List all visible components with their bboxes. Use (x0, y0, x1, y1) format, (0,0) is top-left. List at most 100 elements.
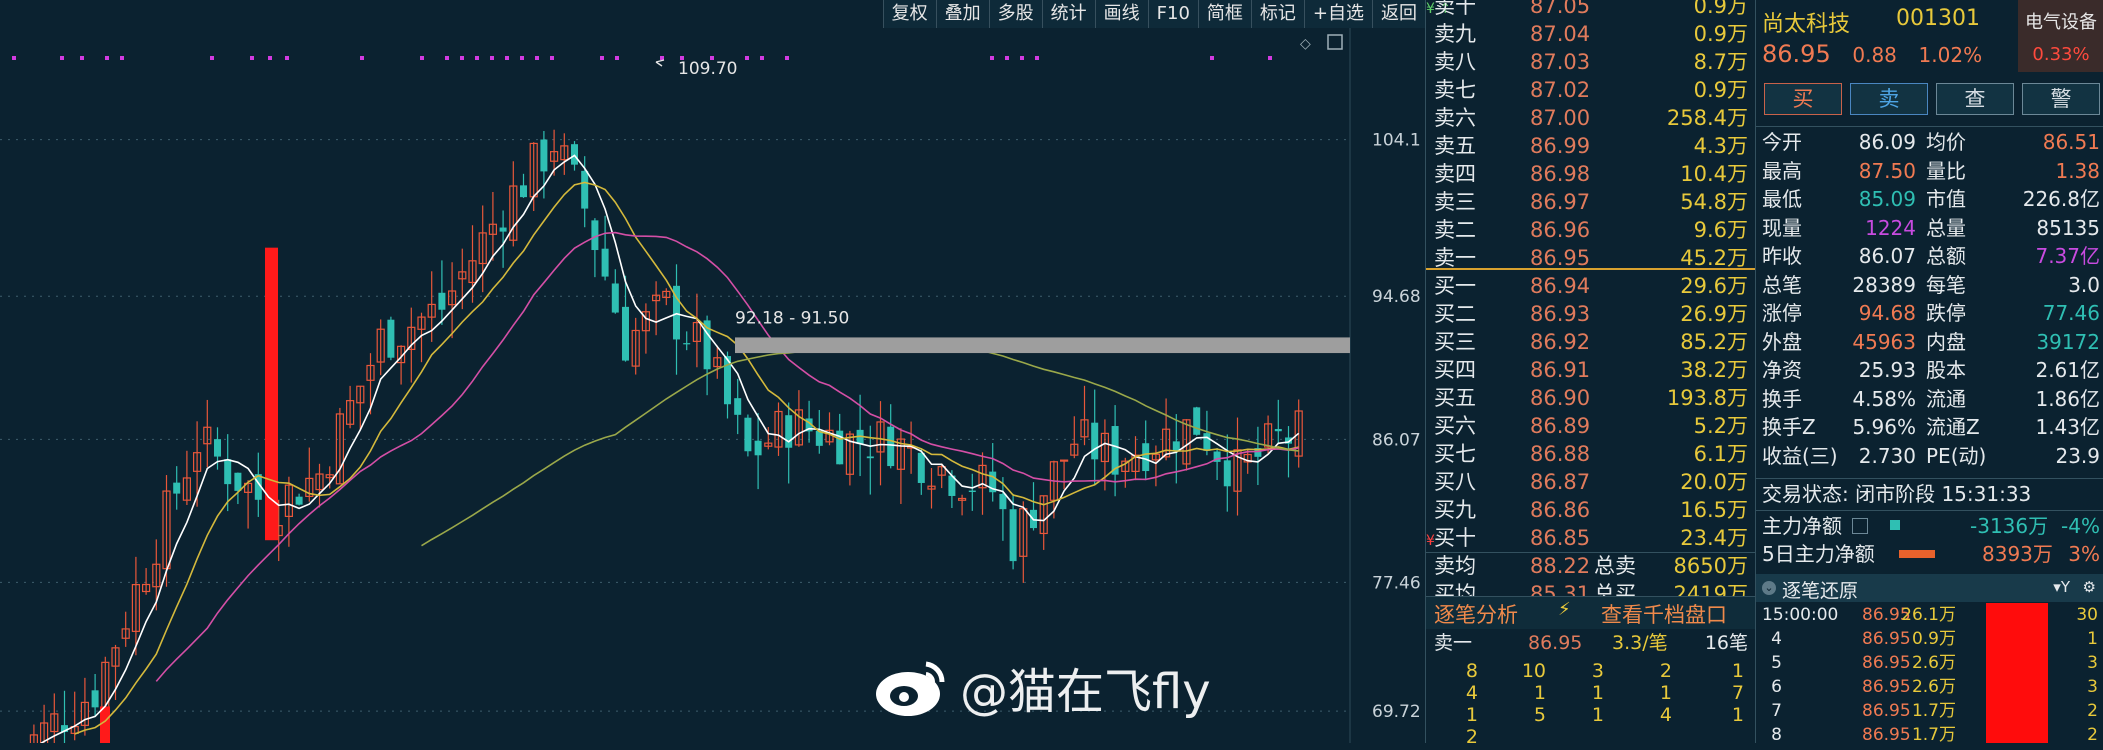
toolbar-back-button[interactable]: 返回 (1372, 0, 1425, 28)
bid-volume: 16.5万 (1680, 498, 1748, 522)
toolbar-add-watchlist-button[interactable]: +自选 (1303, 0, 1372, 28)
sell-button[interactable]: 卖 (1850, 83, 1928, 115)
candle-body (662, 290, 671, 299)
collapse-icon[interactable]: ⌄ (1762, 581, 1776, 595)
stat-label: 最高 (1762, 158, 1802, 183)
candle-body (540, 139, 548, 172)
restore-volume: 2.6万 (1911, 653, 1956, 673)
tick-queue-cell: 1 (1591, 704, 1604, 726)
stat-label: 总额 (1926, 244, 1966, 268)
candle-body (560, 145, 569, 161)
restore-count: 3 (2087, 677, 2098, 697)
candle-body (1100, 432, 1110, 463)
candle-body (754, 440, 762, 456)
tick-queue-row: 2 (1426, 724, 1756, 750)
candle-body (957, 497, 967, 501)
main-flow-value: -3136万 (1970, 514, 2049, 538)
ask-volume: 0.9万 (1693, 78, 1748, 102)
stat-row: 今开 86.09 均价 86.51 (1756, 128, 2103, 156)
signal-dot (475, 56, 479, 60)
stat-value: 94.68 (1858, 301, 1916, 325)
ask-volume: 0.9万 (1693, 22, 1748, 46)
stat-row: 最低 85.09 市值 226.8亿 (1756, 185, 2103, 213)
bid-row: 买五 86.90 193.8万 (1426, 384, 1756, 412)
query-button[interactable]: 查 (1936, 83, 2014, 115)
kline-chart[interactable]: 104.1 94.68 86.07 77.46 69.72 ◇ 92.18 - 91.50 1… (0, 0, 1425, 743)
toolbar-stats-button[interactable]: 统计 (1041, 0, 1095, 28)
info-icon[interactable] (1852, 518, 1868, 534)
candle-body (1161, 428, 1171, 458)
tick-price: 86.95 (1528, 632, 1583, 654)
toolbar-simple-frame-button[interactable]: 简框 (1197, 0, 1251, 28)
signal-dot (1210, 56, 1214, 60)
toolbar-f10-button[interactable]: F10 (1147, 0, 1198, 28)
toolbar-mark-button[interactable]: 标记 (1250, 0, 1304, 28)
candle-body (703, 320, 711, 370)
candle-body (937, 466, 946, 476)
kline-chart-panel[interactable]: 104.1 94.68 86.07 77.46 69.72 ◇ 92.18 - 91.50 1… (0, 0, 1425, 743)
candle-body (581, 170, 589, 209)
stat-row: 换手Z 5.96% 流通Z 1.43亿 (1756, 413, 2103, 441)
candle-body (305, 477, 314, 497)
candle-body (1142, 443, 1150, 472)
watermark-text: @猫在飞fly (960, 664, 1211, 720)
toolbar-draw-button[interactable]: 画线 (1094, 0, 1148, 28)
candle-body (1223, 460, 1231, 487)
candle-body (794, 409, 804, 446)
alert-button[interactable]: 警 (2022, 83, 2100, 115)
diamond-icon: ◇ (1300, 36, 1311, 52)
candle-body (121, 628, 130, 639)
total-label: 总卖 (1594, 554, 1636, 578)
candle-body (458, 271, 467, 280)
bid-volume: 38.2万 (1680, 358, 1748, 382)
filter-icon[interactable]: ▾Y (2053, 578, 2070, 596)
restore-time: 6 (1771, 677, 1782, 697)
stat-row: 外盘 45963 内盘 39172 (1756, 328, 2103, 356)
toolbar-restore-button[interactable]: 复权 (882, 0, 936, 28)
candle-body (713, 357, 722, 368)
stat-row: 现量 1224 总量 85135 (1756, 214, 2103, 242)
candle-body (999, 493, 1007, 510)
ask-price: 86.99 (1530, 134, 1591, 158)
restore-price: 86.95 (1862, 653, 1911, 673)
toolbar-multi-stock-button[interactable]: 多股 (988, 0, 1042, 28)
y-tick-label: 69.72 (1372, 702, 1421, 722)
bid-label: 买四 (1434, 358, 1476, 382)
stat-row: 涨停 94.68 跌停 77.46 (1756, 299, 2103, 327)
candle-body (978, 464, 987, 489)
buy-button[interactable]: 买 (1764, 83, 1842, 115)
main-flow-pct: -4% (2061, 514, 2100, 538)
bid-label: 买八 (1434, 470, 1476, 494)
tick-analysis-tab[interactable]: 逐笔分析 (1434, 603, 1518, 627)
tick-queue-cell: 1 (1731, 704, 1744, 726)
candle-body (1274, 428, 1282, 432)
stat-value: 87.50 (1858, 158, 1916, 183)
restore-price: 86.95 (1862, 701, 1911, 721)
bid-label: 买一 (1434, 274, 1476, 298)
toolbar-overlay-button[interactable]: 叠加 (935, 0, 989, 28)
y-tick-label: 104.1 (1372, 131, 1421, 151)
industry-badge[interactable]: 电气设备 0.33% (2018, 0, 2103, 72)
candle-body (91, 690, 99, 708)
candle-body (1080, 419, 1089, 438)
restore-volume: 0.9万 (1911, 629, 1956, 649)
restore-volume: 2.6万 (1911, 677, 1956, 697)
ask-row: 卖八 87.03 8.7万 (1426, 48, 1756, 76)
signal-dot (1005, 56, 1009, 60)
signal-dot (1020, 56, 1024, 60)
candle-body (427, 303, 436, 318)
bid-label: 买五 (1434, 386, 1476, 410)
candle-body (948, 475, 956, 496)
bid-row: 买三 86.92 85.2万 (1426, 328, 1756, 356)
depth-1000-link[interactable]: 查看千档盘口 (1601, 603, 1727, 627)
stat-label: 收益(三) (1762, 443, 1838, 468)
bid-row: 买八 86.87 20.0万 (1426, 468, 1756, 496)
tick-queue-row: 1 5 1 4 1 (1426, 702, 1756, 728)
ask-price: 87.03 (1530, 50, 1591, 74)
stat-label: 换手Z (1762, 415, 1816, 439)
ask-label: 卖十 (1434, 0, 1476, 18)
tick-restore-header[interactable]: ⌄ 逐笔还原 ▾Y ⚙ (1756, 574, 2103, 602)
candle-body (1294, 410, 1303, 457)
candle-body (968, 490, 976, 493)
settings-icon[interactable]: ⚙ (2082, 578, 2096, 596)
